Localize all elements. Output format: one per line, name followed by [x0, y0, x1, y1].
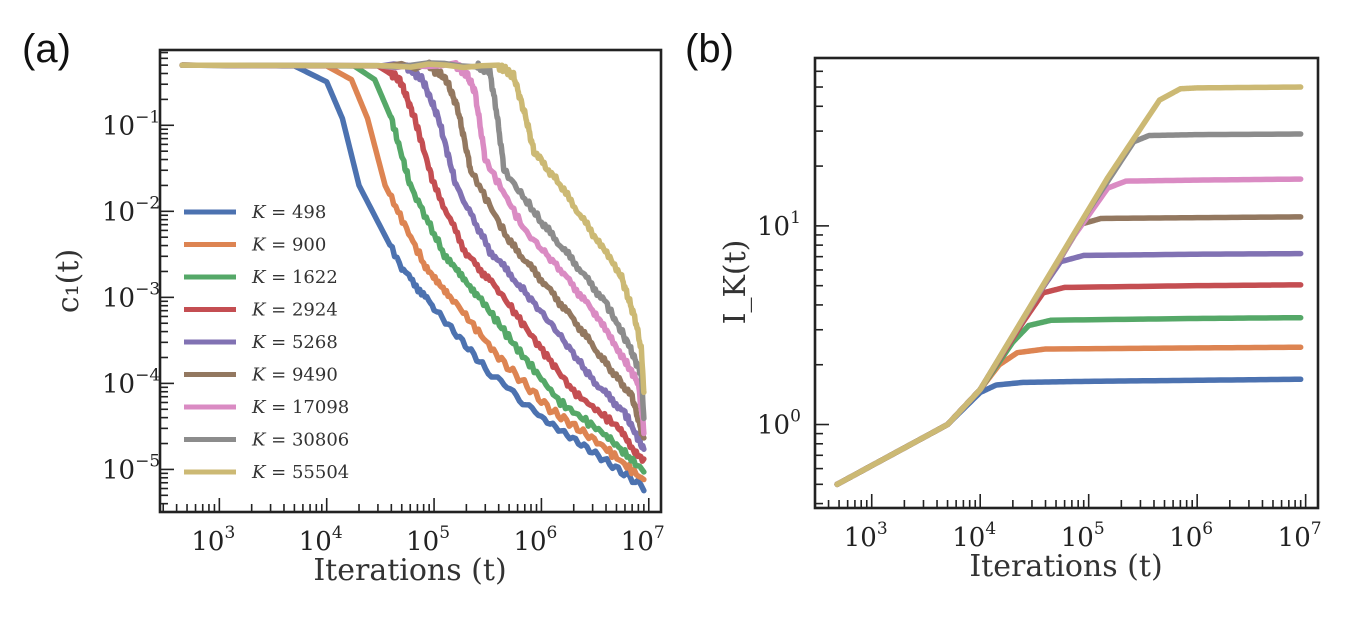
y-tick-label: 10−5 — [102, 451, 160, 485]
series-line-1622 — [834, 314, 1304, 488]
x-tick-label: 103 — [844, 519, 888, 553]
panel-label-b: (b) — [685, 27, 734, 71]
series-line-498 — [179, 62, 647, 494]
series-line-17098 — [834, 176, 1304, 488]
series-line-2924 — [179, 62, 647, 464]
series-line-900 — [834, 344, 1304, 488]
panel-b-series — [834, 84, 1304, 488]
x-tick-label: 103 — [191, 523, 235, 557]
legend-entry: K = 9490 — [251, 365, 338, 386]
series-line-5268 — [179, 61, 647, 452]
series-line-2924 — [834, 282, 1304, 488]
panel-b-frame — [813, 56, 1320, 510]
x-tick-label: 104 — [952, 519, 996, 553]
panel-a-x-axis-title: Iterations (t) — [313, 553, 506, 588]
y-tick-label: 100 — [757, 407, 801, 441]
legend-entry: K = 30806 — [251, 430, 349, 451]
x-tick-label: 105 — [1061, 519, 1105, 553]
panel-b-y-axis-title: I_K(t) — [718, 240, 753, 325]
series-line-498 — [834, 376, 1304, 488]
series-line-9490 — [179, 59, 647, 441]
x-tick-label: 106 — [1169, 519, 1213, 553]
series-line-55504 — [834, 84, 1304, 488]
panel-b-ticks: 103 104 105 106 107 100 101 — [757, 57, 1322, 553]
panel-a-chart: (a) 103 104 105 106 10710−510−410−310−210−1 … — [22, 27, 665, 588]
legend-entry: K = 498 — [251, 202, 326, 223]
legend-entry: K = 1622 — [251, 267, 338, 288]
series-line-55504 — [179, 61, 647, 396]
panel-label-a: (a) — [22, 27, 71, 71]
series-line-900 — [179, 62, 647, 483]
series-line-1622 — [179, 62, 647, 475]
legend-entry: K = 2924 — [251, 300, 338, 321]
panel-a-legend: K = 498 K = 900 K = 1622 K = 2924 K = 5268 K … — [184, 202, 349, 483]
legend-entry: K = 5268 — [251, 332, 338, 353]
x-tick-label: 106 — [513, 523, 557, 557]
x-tick-label: 105 — [406, 523, 450, 557]
panel-a-series — [179, 59, 647, 494]
x-tick-label: 107 — [621, 523, 665, 557]
y-tick-label: 10−4 — [102, 365, 160, 399]
panel-a-ticks: 103 104 105 106 107 10−5 10−4 10−3 10−2 10−1 — [102, 51, 665, 557]
y-tick-label: 101 — [757, 208, 801, 242]
legend-entry: K = 55504 — [251, 462, 349, 483]
legend-entry: K = 900 — [251, 235, 326, 256]
y-tick-label: 10−1 — [102, 107, 160, 141]
series-line-30806 — [834, 131, 1304, 488]
y-tick-label: 10−2 — [102, 193, 160, 227]
legend-entry: K = 17098 — [251, 397, 349, 418]
panel-b-chart: (b) 103 104 105 106 107 100 101 Iterations (t)… — [685, 27, 1322, 584]
series-line-30806 — [179, 60, 647, 422]
y-tick-label: 10−3 — [102, 279, 160, 313]
panel-b-x-axis-title: Iterations (t) — [969, 549, 1162, 584]
x-tick-label: 107 — [1278, 519, 1322, 553]
x-tick-label: 104 — [299, 523, 343, 557]
panel-a-y-axis-title: c₁(t) — [51, 249, 86, 313]
